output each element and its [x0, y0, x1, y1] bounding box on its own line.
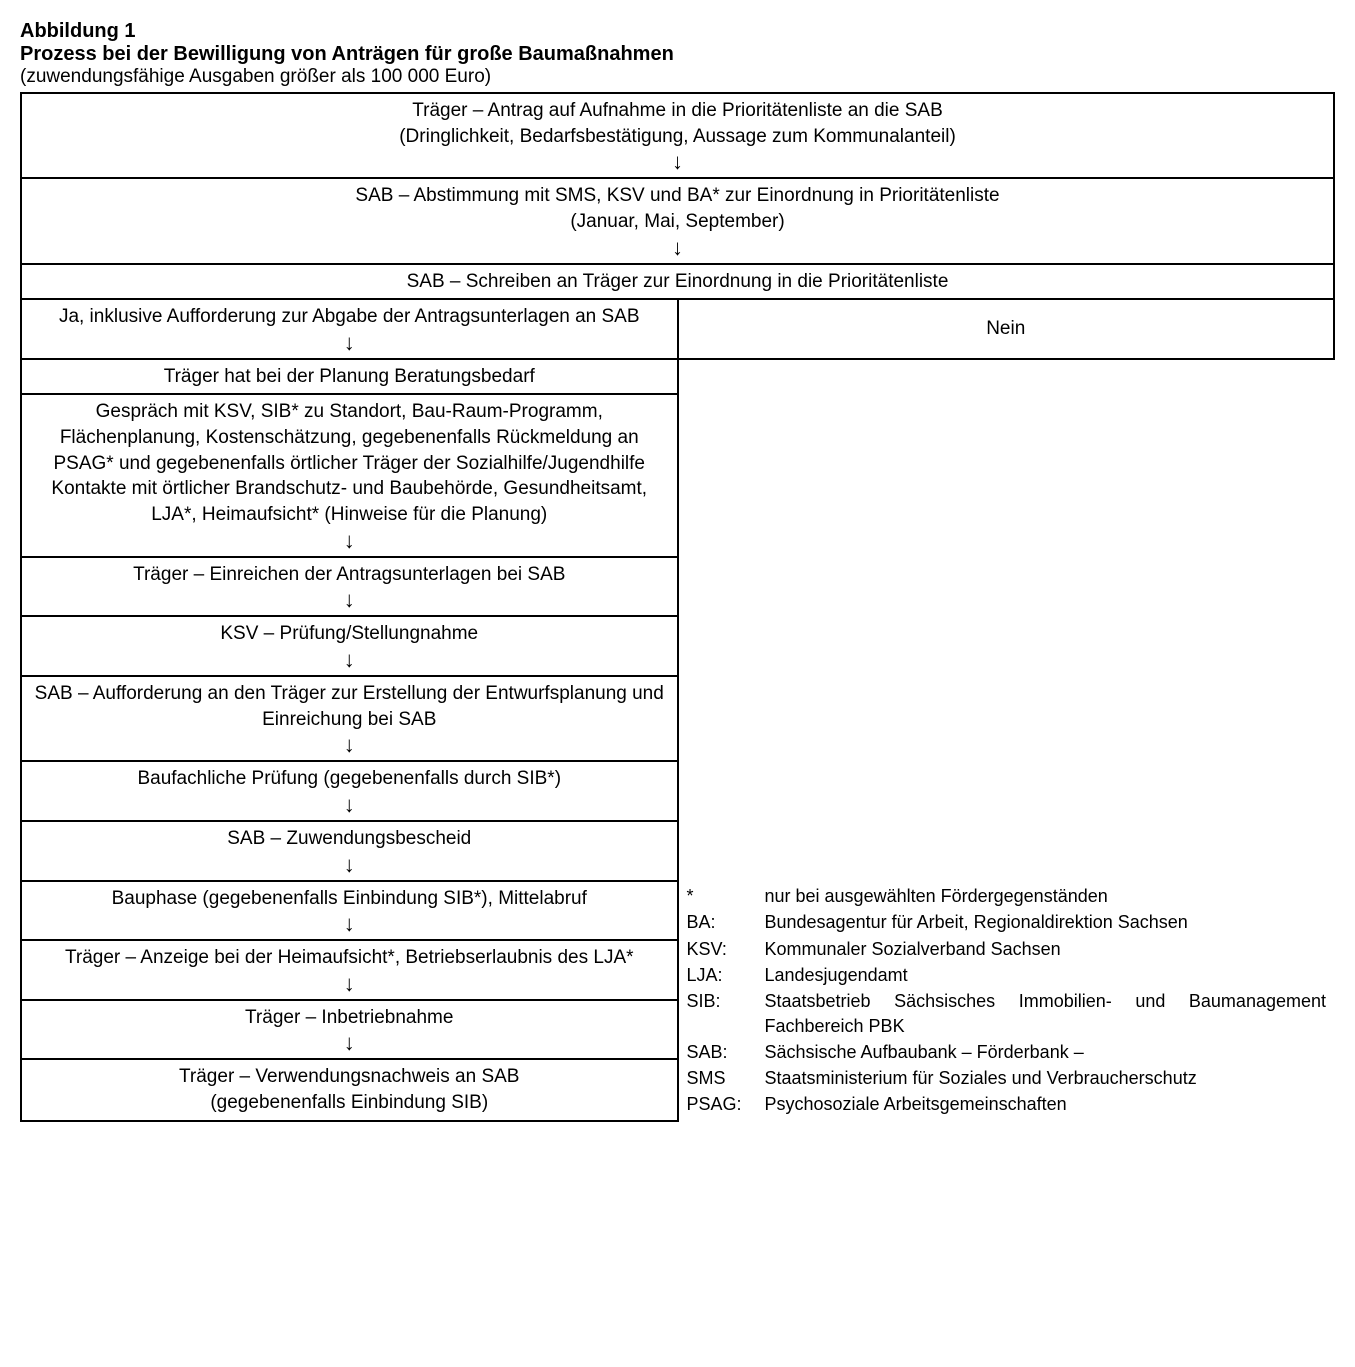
legend-psag-abbr: PSAG: [687, 1092, 759, 1116]
arrow-down-icon: ↓ [30, 589, 669, 611]
step-15-line1: Träger – Verwendungsnachweis an SAB [179, 1066, 519, 1087]
legend-cell: * nur bei ausgewählten Fördergegenstände… [678, 359, 1335, 1121]
arrow-down-icon: ↓ [30, 913, 669, 935]
legend-ba-desc: Bundesagentur für Arbeit, Regionaldirekt… [765, 910, 1327, 934]
legend-ba-abbr: BA: [687, 910, 759, 934]
step-3-text: SAB – Schreiben an Träger zur Einordnung… [407, 271, 949, 292]
arrow-down-icon: ↓ [30, 332, 669, 354]
legend: * nur bei ausgewählten Fördergegenstände… [687, 884, 1327, 1117]
arrow-down-icon: ↓ [30, 649, 669, 671]
step-9-text: SAB – Aufforderung an den Träger zur Ers… [35, 683, 664, 730]
step-11: SAB – Zuwendungsbescheid ↓ [21, 821, 678, 881]
step-4-no: Nein [678, 299, 1335, 359]
step-10: Baufachliche Prüfung (gegebenenfalls dur… [21, 761, 678, 821]
legend-psag-desc: Psychosoziale Arbeitsgemeinschaften [765, 1092, 1327, 1116]
legend-sms-abbr: SMS [687, 1066, 759, 1090]
arrow-down-icon: ↓ [30, 530, 669, 552]
legend-sab-abbr: SAB: [687, 1040, 759, 1064]
step-12-text: Bauphase (gegebenenfalls Einbindung SIB*… [112, 888, 587, 909]
figure-title: Prozess bei der Bewilligung von Anträgen… [20, 43, 1335, 66]
step-14-text: Träger – Inbetriebnahme [245, 1007, 453, 1028]
step-4-yes: Ja, inklusive Aufforderung zur Abgabe de… [21, 299, 678, 359]
arrow-down-icon: ↓ [30, 734, 669, 756]
step-7-text: Träger – Einreichen der Antragsunterlage… [133, 564, 565, 585]
arrow-down-icon: ↓ [30, 151, 1325, 173]
step-5-text: Träger hat bei der Planung Beratungsbeda… [164, 366, 535, 387]
step-5: Träger hat bei der Planung Beratungsbeda… [21, 359, 678, 395]
step-15: Träger – Verwendungsnachweis an SAB (geg… [21, 1059, 678, 1120]
step-7: Träger – Einreichen der Antragsunterlage… [21, 557, 678, 617]
step-4-yes-text: Ja, inklusive Aufforderung zur Abgabe de… [59, 306, 640, 327]
step-6: Gespräch mit KSV, SIB* zu Standort, Bau-… [21, 394, 678, 556]
arrow-down-icon: ↓ [30, 1032, 669, 1054]
step-13-text: Träger – Anzeige bei der Heimaufsicht*, … [65, 947, 634, 968]
step-2: SAB – Abstimmung mit SMS, KSV und BA* zu… [21, 178, 1334, 263]
process-flow-table: Träger – Antrag auf Aufnahme in die Prio… [20, 92, 1335, 1122]
step-2-line1: SAB – Abstimmung mit SMS, KSV und BA* zu… [355, 185, 999, 206]
step-14: Träger – Inbetriebnahme ↓ [21, 1000, 678, 1060]
arrow-down-icon: ↓ [30, 794, 669, 816]
step-15-line2: (gegebenenfalls Einbindung SIB) [210, 1092, 488, 1113]
step-1-line1: Träger – Antrag auf Aufnahme in die Prio… [412, 100, 943, 121]
legend-sib-desc: Staatsbetrieb Sächsisches Immobilien- un… [765, 989, 1327, 1038]
legend-sms-desc: Staatsministerium für Soziales und Verbr… [765, 1066, 1327, 1090]
step-9: SAB – Aufforderung an den Träger zur Ers… [21, 676, 678, 761]
step-4-no-text: Nein [986, 318, 1025, 339]
legend-star-abbr: * [687, 884, 759, 908]
step-3: SAB – Schreiben an Träger zur Einordnung… [21, 264, 1334, 300]
step-11-text: SAB – Zuwendungsbescheid [227, 828, 471, 849]
figure-subtitle: (zuwendungsfähige Ausgaben größer als 10… [20, 66, 1335, 88]
step-8-text: KSV – Prüfung/Stellungnahme [220, 623, 478, 644]
step-13: Träger – Anzeige bei der Heimaufsicht*, … [21, 940, 678, 1000]
step-1-line2: (Dringlichkeit, Bedarfsbestätigung, Auss… [399, 126, 956, 147]
arrow-down-icon: ↓ [30, 973, 669, 995]
step-12: Bauphase (gegebenenfalls Einbindung SIB*… [21, 881, 678, 941]
legend-lja-desc: Landesjugendamt [765, 963, 1327, 987]
step-6-line1: Gespräch mit KSV, SIB* zu Standort, Bau-… [54, 401, 645, 473]
legend-sib-abbr: SIB: [687, 989, 759, 1038]
arrow-down-icon: ↓ [30, 237, 1325, 259]
legend-ksv-desc: Kommunaler Sozialverband Sachsen [765, 937, 1327, 961]
figure-label: Abbildung 1 [20, 20, 1335, 43]
arrow-down-icon: ↓ [30, 854, 669, 876]
step-8: KSV – Prüfung/Stellungnahme ↓ [21, 616, 678, 676]
legend-ksv-abbr: KSV: [687, 937, 759, 961]
legend-star-desc: nur bei ausgewählten Fördergegenständen [765, 884, 1327, 908]
step-6-line2: Kontakte mit örtlicher Brandschutz- und … [51, 478, 647, 525]
step-10-text: Baufachliche Prüfung (gegebenenfalls dur… [137, 768, 561, 789]
step-1: Träger – Antrag auf Aufnahme in die Prio… [21, 93, 1334, 178]
step-2-line2: (Januar, Mai, September) [570, 211, 784, 232]
legend-sab-desc: Sächsische Aufbaubank – Förderbank – [765, 1040, 1327, 1064]
legend-lja-abbr: LJA: [687, 963, 759, 987]
figure-header: Abbildung 1 Prozess bei der Bewilligung … [20, 20, 1335, 88]
